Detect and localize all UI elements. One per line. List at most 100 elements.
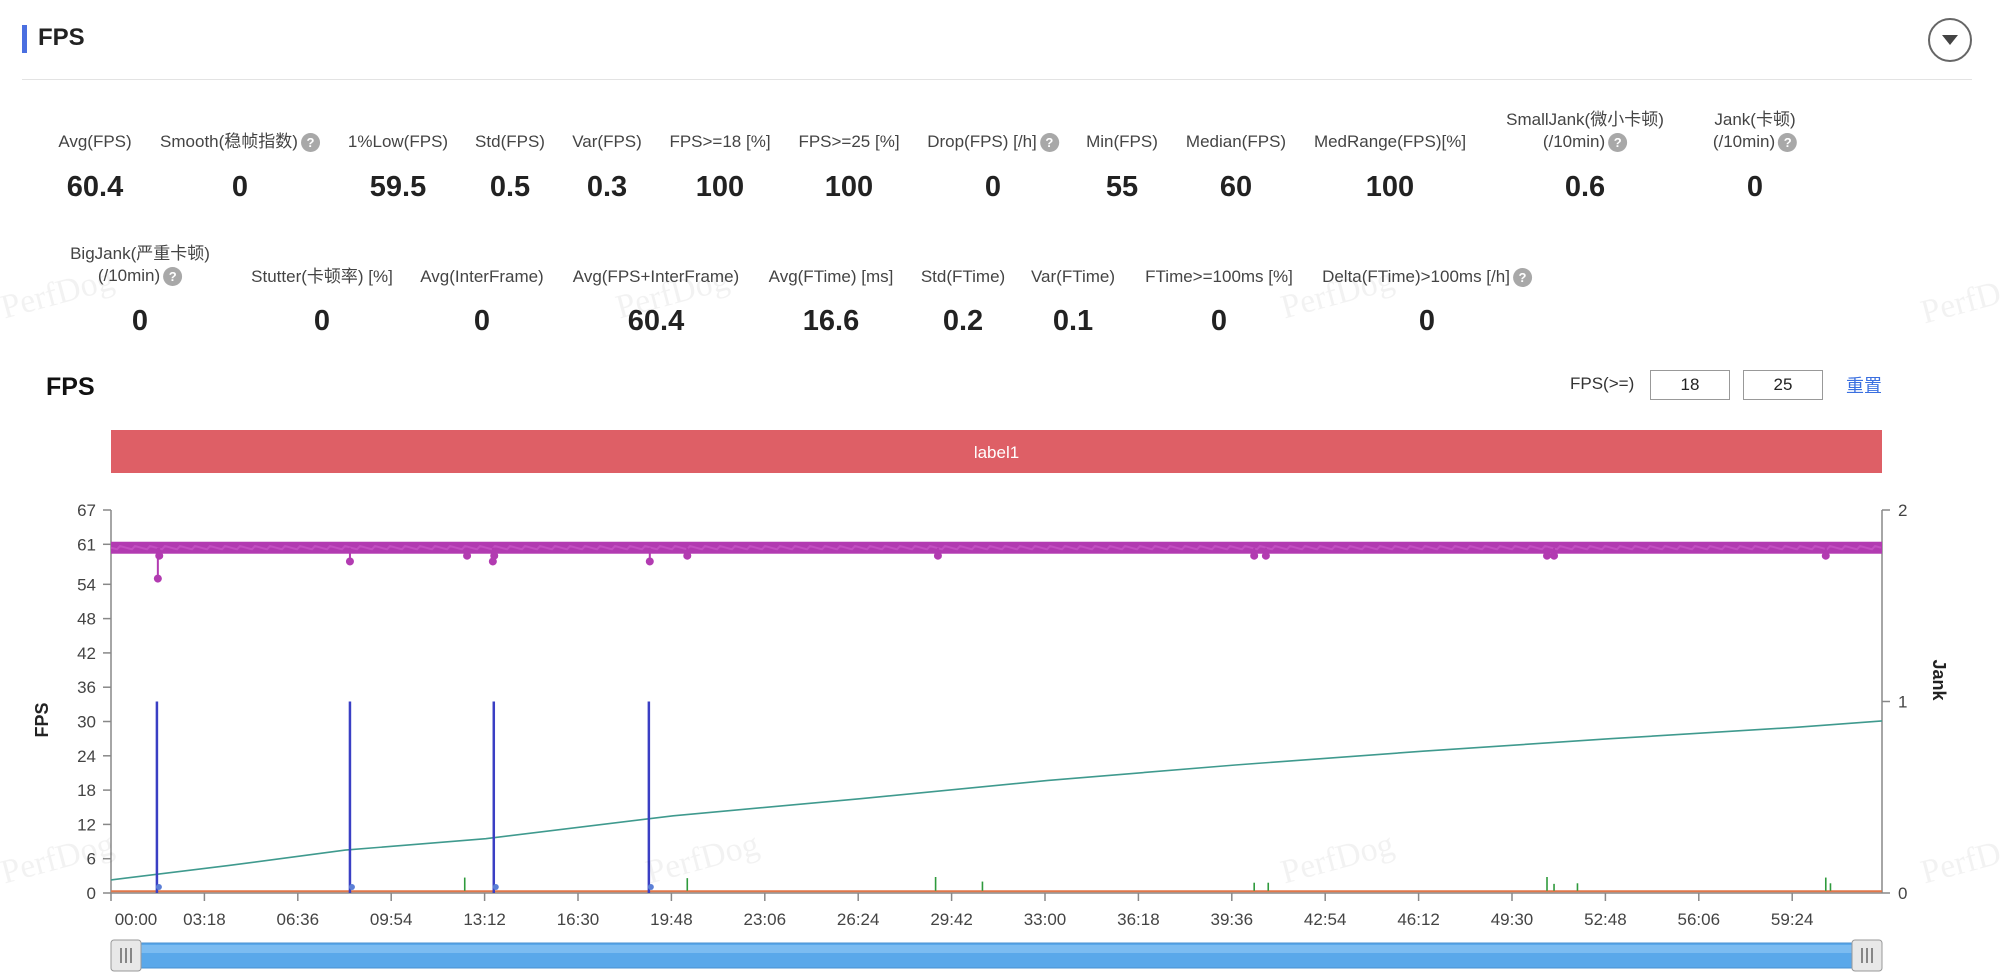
reset-link[interactable]: 重置 <box>1846 376 1882 396</box>
stat-item: Jank(卡顿) (/10min)? 0 <box>1712 109 1798 203</box>
stat-value: 0.1 <box>1052 305 1094 337</box>
stat-item: Smooth(稳帧指数)? 0 <box>160 131 320 203</box>
stat-label-wrap: Avg(FPS+InterFrame) <box>573 266 739 288</box>
stat-label: Var(FPS) <box>572 132 642 151</box>
stat-label-unit: (/10min)? <box>1712 131 1798 153</box>
stat-item: Avg(FTime) [ms] 16.6 <box>769 266 894 337</box>
chevron-down-icon <box>1942 35 1958 45</box>
stat-label-wrap: Avg(FPS) <box>58 131 131 153</box>
chart-title: FPS <box>46 373 95 401</box>
stat-value: 0 <box>131 305 149 337</box>
x-tick-label: 09:54 <box>370 910 413 929</box>
panel-header: FPS <box>22 18 1972 80</box>
panel-title: FPS <box>38 24 85 51</box>
stat-label-wrap: MedRange(FPS)[%] <box>1314 131 1466 153</box>
x-tick-label: 46:12 <box>1397 910 1440 929</box>
stat-item: Delta(FTime)>100ms [/h]? 0 <box>1322 266 1532 337</box>
fps-dip-point <box>1550 551 1559 560</box>
stat-value: 0 <box>1210 305 1228 337</box>
stat-value: 0 <box>1746 171 1764 203</box>
y-tick-label: 36 <box>77 678 96 697</box>
x-tick-label: 23:06 <box>744 910 787 929</box>
y-right-tick-label: 2 <box>1898 501 1907 520</box>
y-tick-label: 61 <box>77 535 96 554</box>
stat-item: Avg(InterFrame) 0 <box>420 266 544 337</box>
fps-series-line <box>110 544 1882 551</box>
stat-label: Std(FPS) <box>475 132 545 151</box>
fps-dip-point <box>1250 551 1259 560</box>
help-icon[interactable]: ? <box>300 133 320 153</box>
stat-label-wrap: 1%Low(FPS) <box>348 131 448 153</box>
fps-dip-point <box>153 574 162 583</box>
fps-dip-point <box>463 551 472 560</box>
stat-label: Avg(InterFrame) <box>420 267 544 286</box>
stat-label: FPS>=18 [%] <box>669 132 771 151</box>
label-bar[interactable] <box>111 430 1882 473</box>
y-tick-label: 12 <box>77 815 96 834</box>
y-tick-label: 30 <box>77 713 96 732</box>
fps-dip-point <box>1821 551 1830 560</box>
stat-label: Median(FPS) <box>1185 132 1287 151</box>
stat-item: SmallJank(微小卡顿) (/10min)? 0.6 <box>1506 109 1664 203</box>
stat-label: Avg(FPS) <box>58 132 132 151</box>
x-tick-label: 36:18 <box>1117 910 1160 929</box>
stat-item: Var(FTime) 0.1 <box>1030 266 1116 337</box>
stat-label-wrap: FPS>=25 [%] <box>798 131 899 153</box>
stat-label: FPS>=25 [%] <box>798 132 900 151</box>
stat-label: MedRange(FPS)[%] <box>1313 132 1467 151</box>
x-tick-label: 56:06 <box>1678 910 1721 929</box>
stat-label: Drop(FPS) [/h] <box>927 132 1037 151</box>
stat-label: Avg(FPS+InterFrame) <box>572 267 740 286</box>
stat-unit: (/10min) <box>1712 132 1776 151</box>
help-icon[interactable]: ? <box>1039 133 1059 153</box>
stat-value: 60.4 <box>66 171 124 203</box>
stat-label: Std(FTime) <box>920 267 1006 286</box>
stat-label-wrap: FTime>=100ms [%] <box>1145 266 1293 288</box>
jank-point <box>155 884 162 890</box>
stat-value: 55 <box>1105 171 1139 203</box>
stat-label: 1%Low(FPS) <box>347 132 449 151</box>
help-icon[interactable]: ? <box>1512 268 1532 288</box>
threshold-label: FPS(>=) <box>1570 374 1635 393</box>
stat-value: 16.6 <box>802 305 860 337</box>
stat-item: Avg(FPS+InterFrame) 60.4 <box>573 266 739 337</box>
stat-label-wrap: Std(FPS) <box>475 131 545 153</box>
jank-point <box>348 884 355 890</box>
jank-point <box>492 884 499 890</box>
threshold-input-1[interactable] <box>1650 370 1730 400</box>
stat-value: 60.4 <box>627 305 685 337</box>
x-tick-label: 19:48 <box>650 910 693 929</box>
y-right-tick-label: 0 <box>1898 884 1907 903</box>
stat-item: Std(FPS) 0.5 <box>475 131 545 203</box>
x-tick-label: 03:18 <box>183 910 226 929</box>
x-tick-label: 49:30 <box>1491 910 1534 929</box>
collapse-button[interactable] <box>1928 18 1972 62</box>
x-tick-label: 26:24 <box>837 910 880 929</box>
fps-dip-point <box>933 551 942 560</box>
stat-label: Min(FPS) <box>1086 132 1158 151</box>
y-axis-label-left: FPS <box>32 702 52 737</box>
stat-unit: (/10min) <box>1542 132 1606 151</box>
y-tick-label: 48 <box>77 610 96 629</box>
stat-label-unit: (/10min)? <box>70 265 210 287</box>
stat-value: 100 <box>695 171 745 203</box>
threshold-input-2[interactable] <box>1743 370 1823 400</box>
stat-label: BigJank(严重卡顿) <box>70 244 210 263</box>
y-tick-label: 18 <box>77 781 96 800</box>
stat-item: Std(FTime) 0.2 <box>920 266 1006 337</box>
stat-value: 0.5 <box>489 171 531 203</box>
help-icon[interactable]: ? <box>163 267 183 287</box>
stat-label: FTime>=100ms [%] <box>1145 267 1293 286</box>
stat-item: Avg(FPS) 60.4 <box>58 131 131 203</box>
cumulative-series-line <box>110 720 1883 881</box>
x-tick-label: 00:00 <box>115 910 158 929</box>
stat-item: Median(FPS) 60 <box>1185 131 1287 203</box>
help-icon[interactable]: ? <box>1778 133 1798 153</box>
stat-label: Delta(FTime)>100ms [/h] <box>1322 267 1510 286</box>
stat-label: Var(FTime) <box>1030 267 1116 286</box>
stat-label: SmallJank(微小卡顿) <box>1506 110 1664 129</box>
fps-chart[interactable]: label10612182430364248546167012FPSJank00… <box>0 420 2000 978</box>
help-icon[interactable]: ? <box>1608 133 1628 153</box>
fps-dip-point <box>155 551 164 560</box>
stat-label-wrap: Drop(FPS) [/h]? <box>927 131 1059 153</box>
